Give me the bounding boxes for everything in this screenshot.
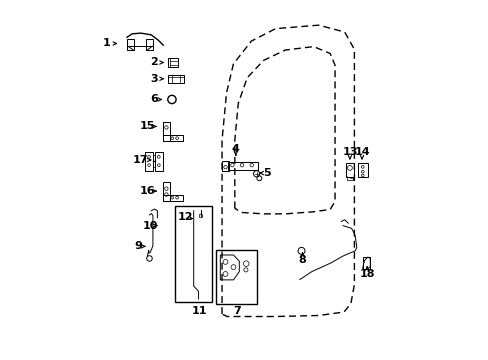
- Text: 13: 13: [342, 147, 357, 157]
- Bar: [146, 39, 153, 50]
- Bar: [199, 214, 202, 217]
- Bar: [174, 206, 212, 302]
- Bar: [163, 135, 183, 141]
- Text: 2: 2: [150, 58, 158, 67]
- Bar: [155, 152, 163, 171]
- Text: 15: 15: [139, 121, 154, 131]
- Bar: [216, 250, 256, 305]
- Bar: [362, 257, 369, 269]
- Bar: [357, 163, 367, 177]
- Text: 8: 8: [298, 255, 306, 265]
- Text: 17: 17: [133, 155, 148, 165]
- Bar: [163, 182, 169, 201]
- Text: 12: 12: [178, 212, 193, 222]
- Bar: [163, 122, 169, 141]
- Text: 16: 16: [139, 186, 155, 196]
- Text: 4: 4: [231, 144, 239, 154]
- Bar: [167, 58, 178, 67]
- Bar: [145, 152, 153, 171]
- Bar: [222, 161, 228, 171]
- Bar: [127, 39, 134, 50]
- Bar: [346, 176, 353, 180]
- Bar: [345, 163, 354, 176]
- Text: 9: 9: [134, 241, 142, 251]
- Bar: [228, 162, 257, 170]
- Text: 5: 5: [263, 168, 270, 178]
- Bar: [163, 194, 183, 201]
- Bar: [167, 75, 184, 83]
- Text: 11: 11: [191, 306, 207, 316]
- Text: 1: 1: [102, 39, 110, 49]
- Text: 3: 3: [150, 74, 158, 84]
- Text: 18: 18: [359, 269, 374, 279]
- Text: 10: 10: [142, 221, 158, 231]
- Text: 6: 6: [150, 94, 158, 104]
- Text: 7: 7: [233, 306, 240, 316]
- Text: 14: 14: [353, 147, 369, 157]
